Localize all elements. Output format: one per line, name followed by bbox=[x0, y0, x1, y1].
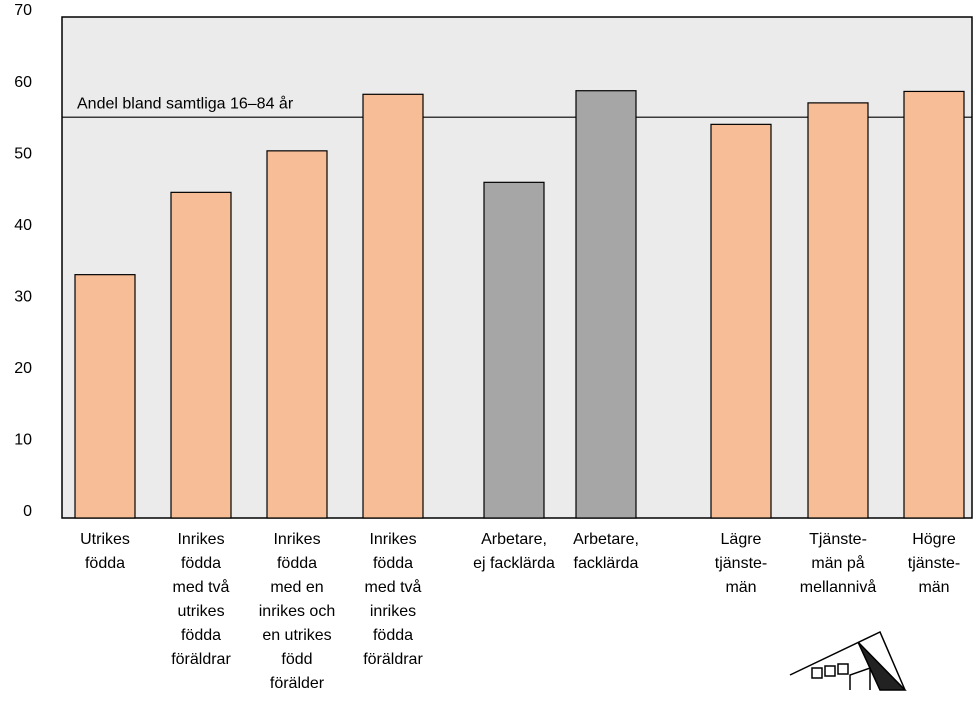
bar bbox=[483, 181, 545, 519]
x-tick-label: med två bbox=[365, 578, 422, 596]
x-tick-label: Inrikes bbox=[369, 531, 416, 548]
x-tick-label: Inrikes bbox=[177, 531, 224, 548]
x-tick-label: Högre bbox=[912, 531, 956, 548]
house-icon bbox=[789, 630, 907, 691]
x-tick-label: född bbox=[281, 651, 312, 668]
x-tick-label: föräldrar bbox=[363, 651, 423, 668]
y-tick-label: 50 bbox=[14, 145, 32, 162]
x-tick-label: män bbox=[725, 579, 756, 596]
x-tick-label: Tjänste- bbox=[809, 531, 867, 548]
bar bbox=[575, 90, 637, 519]
x-tick-label: föräldrar bbox=[171, 651, 231, 668]
x-tick-label: tjänste- bbox=[908, 555, 960, 572]
x-tick-label: Inrikes bbox=[273, 531, 320, 548]
x-tick-label: födda bbox=[181, 627, 221, 644]
x-tick-label: ej facklärda bbox=[473, 555, 555, 572]
bar bbox=[170, 191, 232, 519]
y-tick-label: 70 bbox=[14, 2, 32, 19]
bar bbox=[266, 150, 328, 519]
y-tick-label: 20 bbox=[14, 360, 32, 377]
y-tick-label: 10 bbox=[14, 432, 32, 449]
y-tick-label: 0 bbox=[23, 503, 32, 520]
bar bbox=[903, 90, 965, 519]
x-tick-label: födda bbox=[373, 627, 413, 644]
x-tick-label: inrikes bbox=[370, 603, 416, 620]
bar bbox=[807, 102, 869, 519]
x-tick-label: mellannivå bbox=[800, 578, 877, 596]
x-tick-label: födda bbox=[277, 555, 317, 572]
x-tick-label: facklärda bbox=[574, 555, 639, 572]
reference-label: Andel bland samtliga 16–84 år bbox=[77, 94, 294, 112]
x-tick-label: födda bbox=[181, 555, 221, 572]
x-tick-label: med två bbox=[173, 578, 230, 596]
x-tick-label: födda bbox=[85, 555, 125, 572]
y-tick-label: 60 bbox=[14, 74, 32, 91]
x-tick-label: Utrikes bbox=[80, 531, 130, 548]
y-tick-label: 40 bbox=[14, 217, 32, 234]
x-tick-label: Arbetare, bbox=[481, 531, 547, 548]
y-tick-label: 30 bbox=[14, 289, 32, 306]
x-tick-label: Lägre bbox=[721, 531, 762, 548]
bar bbox=[710, 123, 772, 519]
x-tick-label: med en bbox=[270, 579, 323, 596]
x-tick-label: födda bbox=[373, 555, 413, 572]
bar bbox=[74, 274, 136, 519]
bar bbox=[362, 93, 424, 519]
x-tick-label: Arbetare, bbox=[573, 531, 639, 548]
x-tick-label: inrikes och bbox=[259, 603, 335, 620]
x-tick-label: tjänste- bbox=[715, 555, 767, 572]
x-tick-label: förälder bbox=[270, 675, 325, 692]
x-tick-label: män på bbox=[811, 554, 864, 572]
x-tick-label: en utrikes bbox=[262, 627, 331, 644]
x-tick-label: män bbox=[918, 579, 949, 596]
x-tick-label: utrikes bbox=[177, 603, 224, 620]
